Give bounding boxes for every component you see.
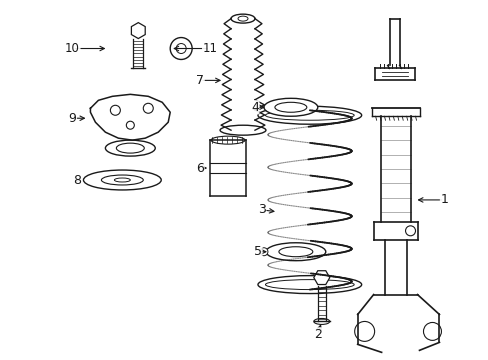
Ellipse shape: [230, 15, 254, 22]
Ellipse shape: [211, 136, 244, 144]
Ellipse shape: [230, 14, 254, 23]
Circle shape: [405, 226, 415, 236]
Ellipse shape: [258, 106, 361, 124]
Text: 4: 4: [250, 101, 258, 114]
Circle shape: [110, 105, 120, 115]
Ellipse shape: [105, 140, 155, 156]
Ellipse shape: [274, 102, 306, 112]
Ellipse shape: [114, 178, 130, 182]
Ellipse shape: [220, 125, 265, 135]
Ellipse shape: [265, 243, 325, 261]
Ellipse shape: [313, 319, 329, 324]
Ellipse shape: [116, 143, 144, 153]
Ellipse shape: [278, 247, 312, 257]
Text: 3: 3: [258, 203, 265, 216]
Ellipse shape: [258, 276, 361, 293]
Text: 10: 10: [65, 42, 80, 55]
Text: 5: 5: [253, 245, 262, 258]
Text: 2: 2: [313, 328, 321, 341]
Circle shape: [354, 321, 374, 341]
Ellipse shape: [101, 175, 143, 185]
Circle shape: [126, 121, 134, 129]
Ellipse shape: [264, 98, 317, 116]
Text: 6: 6: [196, 162, 203, 175]
Circle shape: [260, 248, 267, 256]
Text: 11: 11: [202, 42, 217, 55]
Text: 9: 9: [68, 112, 76, 125]
Ellipse shape: [238, 16, 247, 21]
Circle shape: [143, 103, 153, 113]
Ellipse shape: [83, 170, 161, 190]
Circle shape: [423, 323, 441, 340]
Circle shape: [176, 44, 186, 54]
Text: 8: 8: [73, 174, 81, 186]
Text: 7: 7: [196, 74, 203, 87]
Ellipse shape: [265, 110, 353, 120]
Text: 1: 1: [440, 193, 447, 206]
Ellipse shape: [265, 280, 353, 289]
Circle shape: [170, 37, 192, 59]
